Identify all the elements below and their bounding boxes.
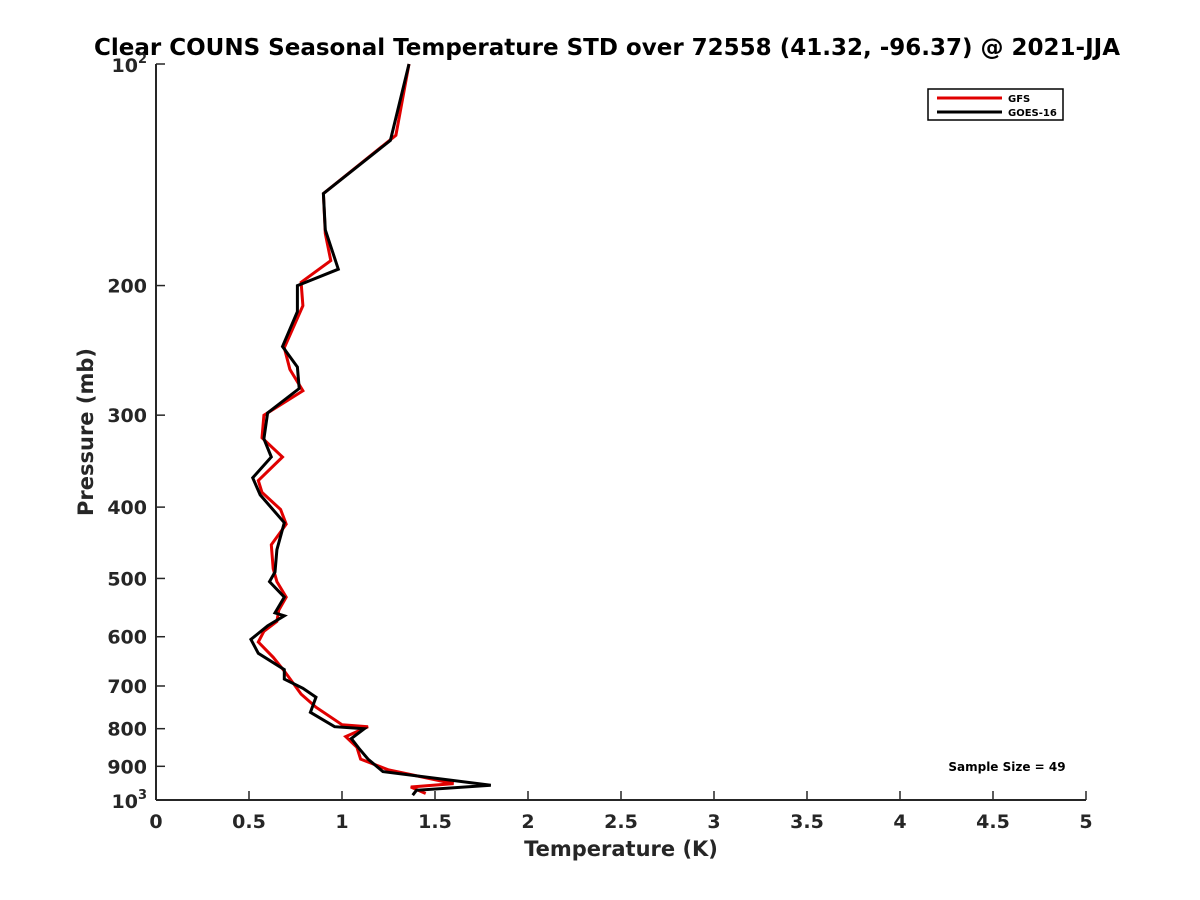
y-tick-label-power: 102 [112,52,148,77]
x-axis-label: Temperature (K) [524,837,718,861]
x-tick-label: 2.5 [604,811,638,833]
legend-entry-label: GOES-16 [1008,108,1057,119]
y-tick-label: 600 [107,627,147,649]
y-tick-label: 700 [107,676,147,698]
y-tick-label: 200 [107,276,147,298]
legend-box [927,88,1064,121]
x-tick-label: 0.5 [232,811,266,833]
x-tick-label: 3 [707,811,720,833]
x-tick-label: 2 [521,811,534,833]
x-tick-label: 0 [149,811,162,833]
y-axis-label: Pressure (mb) [74,348,98,516]
y-tick-label-power: 103 [112,788,148,813]
y-tick-label: 500 [107,568,147,590]
sample-size-annotation: Sample Size = 49 [948,760,1065,774]
legend: GFS GOES-16 [927,88,1064,121]
y-tick-label: 800 [107,719,147,741]
x-tick-label: 4.5 [976,811,1010,833]
y-tick-label: 900 [107,756,147,778]
y-tick-label: 400 [107,497,147,519]
x-tick-label: 1 [335,811,348,833]
x-tick-label: 1.5 [418,811,452,833]
series-line-goes-16 [248,63,491,797]
x-tick-label: 5 [1079,811,1092,833]
x-tick-label: 3.5 [790,811,824,833]
legend-entry-label: GFS [1008,94,1030,105]
x-tick-label: 4 [893,811,906,833]
series-line-gfs [256,63,454,795]
y-tick-label: 300 [107,405,147,427]
chart-title: Clear COUNS Seasonal Temperature STD ove… [94,35,1120,61]
